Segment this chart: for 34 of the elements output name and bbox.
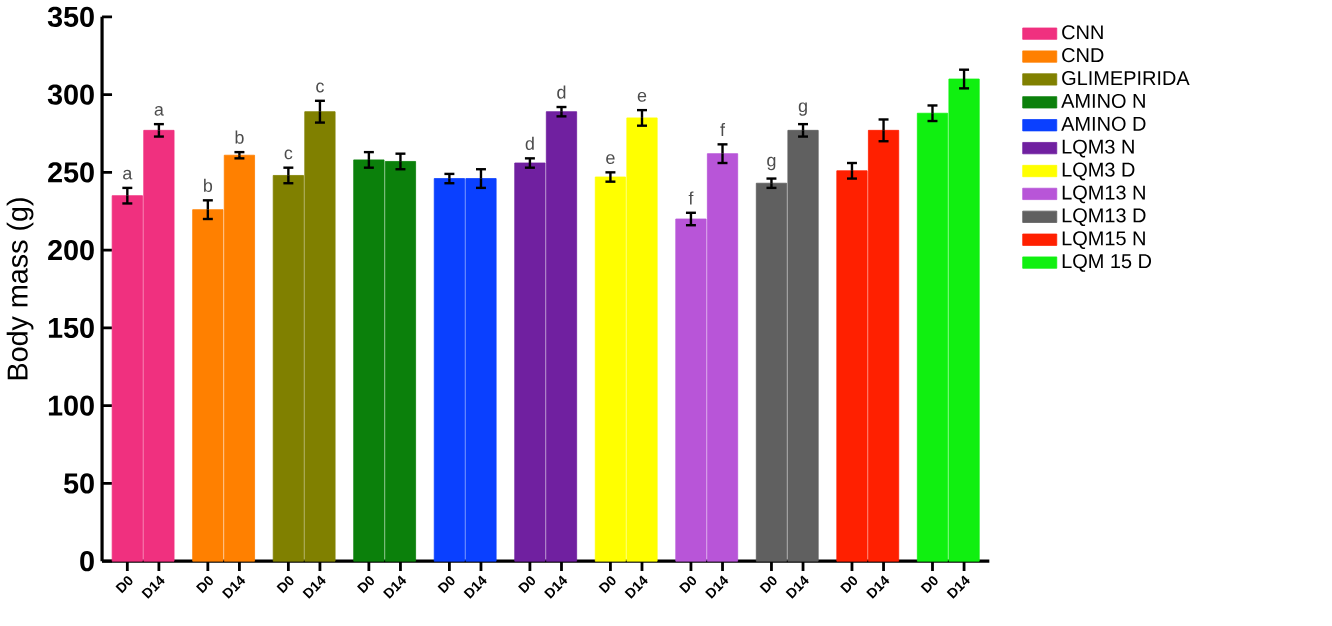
y-tick-label: 0 (80, 551, 94, 572)
data-label: d (557, 85, 566, 99)
data-label: c (284, 149, 293, 160)
legend-label: CNN (1062, 25, 1103, 40)
y-tick-label: 300 (47, 84, 94, 106)
data-label: f (720, 123, 726, 137)
data-label: b (204, 179, 213, 193)
y-tick-label: 50 (63, 473, 94, 494)
data-label: d (525, 137, 534, 151)
legend-label: AMINO D (1061, 117, 1146, 132)
y-tick-label: 100 (48, 395, 94, 417)
data-label: f (688, 191, 694, 205)
legend-label: AMINO N (1061, 94, 1145, 109)
y-tick-label: 200 (48, 240, 94, 261)
data-label: g (798, 102, 807, 117)
legend-label: GLIMEPIRIDA (1062, 71, 1190, 86)
y-axis-title: Body mass (g) (6, 198, 34, 380)
legend-label: LQM15 N (1062, 231, 1145, 250)
data-label: g (767, 157, 776, 171)
y-tick-label: 150 (48, 318, 94, 339)
legend-label: LQM3 N (1062, 139, 1134, 158)
legend-label: LQM13 N (1062, 185, 1145, 204)
legend-label: LQM3 D (1062, 162, 1135, 181)
y-tick-label: 350 (47, 6, 94, 28)
data-label: e (606, 154, 615, 165)
data-label: a (154, 106, 164, 117)
data-label: e (637, 92, 647, 103)
legend-label: CND (1062, 48, 1104, 63)
data-label: b (235, 130, 244, 145)
data-label: c (316, 82, 324, 93)
data-label: a (123, 170, 133, 180)
y-tick-label: 250 (48, 162, 94, 183)
legend-label: LQM 15 D (1062, 254, 1152, 273)
legend-label: LQM13 D (1062, 208, 1146, 227)
